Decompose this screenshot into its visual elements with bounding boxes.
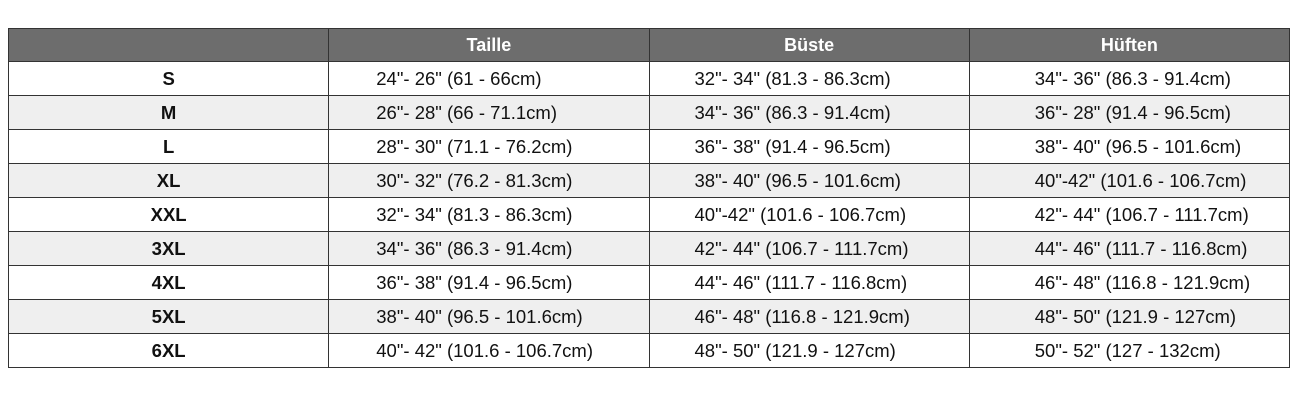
huften-cell: 36"- 28" (91.4 - 96.5cm)	[968, 95, 1291, 130]
size-cell: L	[7, 129, 330, 164]
huften-cell: 48"- 50" (121.9 - 127cm)	[968, 299, 1291, 334]
taille-cell: 28"- 30" (71.1 - 76.2cm)	[328, 129, 650, 164]
buste-cell: 44"- 46" (111.7 - 116.8cm)	[648, 265, 970, 300]
table-row: XL 30"- 32" (76.2 - 81.3cm) 38"- 40" (96.5…	[7, 163, 1291, 198]
huften-cell: 44"- 46" (111.7 - 116.8cm)	[968, 231, 1291, 266]
huften-cell: 50"- 52" (127 - 132cm)	[968, 333, 1291, 368]
taille-cell: 32"- 34" (81.3 - 86.3cm)	[328, 197, 650, 232]
size-chart-table: Taille Büste Hüften S 24"- 26" (61 - 66cm…	[7, 28, 1291, 368]
buste-cell: 36"- 38" (91.4 - 96.5cm)	[648, 129, 970, 164]
taille-cell: 40"- 42" (101.6 - 106.7cm)	[328, 333, 650, 368]
header-buste: Büste	[648, 28, 970, 62]
table-row: XXL 32"- 34" (81.3 - 86.3cm) 40"-42" (101.…	[7, 197, 1291, 232]
taille-cell: 26"- 28" (66 - 71.1cm)	[328, 95, 650, 130]
buste-cell: 38"- 40" (96.5 - 101.6cm)	[648, 163, 970, 198]
taille-cell: 34"- 36" (86.3 - 91.4cm)	[328, 231, 650, 266]
taille-cell: 24"- 26" (61 - 66cm)	[328, 61, 650, 96]
table-row: 6XL 40"- 42" (101.6 - 106.7cm) 48"- 50" (1…	[7, 333, 1291, 368]
taille-cell: 30"- 32" (76.2 - 81.3cm)	[328, 163, 650, 198]
buste-cell: 48"- 50" (121.9 - 127cm)	[648, 333, 970, 368]
size-cell: 6XL	[7, 333, 330, 368]
huften-cell: 34"- 36" (86.3 - 91.4cm)	[968, 61, 1291, 96]
buste-cell: 42"- 44" (106.7 - 111.7cm)	[648, 231, 970, 266]
size-cell: 4XL	[7, 265, 330, 300]
huften-cell: 46"- 48" (116.8 - 121.9cm)	[968, 265, 1291, 300]
table-row: 3XL 34"- 36" (86.3 - 91.4cm) 42"- 44" (106…	[7, 231, 1291, 266]
size-cell: M	[7, 95, 330, 130]
size-cell: XXL	[7, 197, 330, 232]
size-cell: 3XL	[7, 231, 330, 266]
huften-cell: 38"- 40" (96.5 - 101.6cm)	[968, 129, 1291, 164]
header-huften: Hüften	[968, 28, 1291, 62]
table-row: 4XL 36"- 38" (91.4 - 96.5cm) 44"- 46" (111…	[7, 265, 1291, 300]
taille-cell: 36"- 38" (91.4 - 96.5cm)	[328, 265, 650, 300]
size-cell: 5XL	[7, 299, 330, 334]
huften-cell: 40"-42" (101.6 - 106.7cm)	[968, 163, 1291, 198]
buste-cell: 46"- 48" (116.8 - 121.9cm)	[648, 299, 970, 334]
table-row: M 26"- 28" (66 - 71.1cm) 34"- 36" (86.3 - …	[7, 95, 1291, 130]
header-size	[7, 28, 330, 62]
header-row: Taille Büste Hüften	[7, 28, 1291, 62]
header-taille: Taille	[328, 28, 650, 62]
huften-cell: 42"- 44" (106.7 - 111.7cm)	[968, 197, 1291, 232]
taille-cell: 38"- 40" (96.5 - 101.6cm)	[328, 299, 650, 334]
table-row: L 28"- 30" (71.1 - 76.2cm) 36"- 38" (91.4 …	[7, 129, 1291, 164]
buste-cell: 34"- 36" (86.3 - 91.4cm)	[648, 95, 970, 130]
size-cell: S	[7, 61, 330, 96]
buste-cell: 32"- 34" (81.3 - 86.3cm)	[648, 61, 970, 96]
buste-cell: 40"-42" (101.6 - 106.7cm)	[648, 197, 970, 232]
table-row: S 24"- 26" (61 - 66cm) 32"- 34" (81.3 - 86…	[7, 61, 1291, 96]
table-row: 5XL 38"- 40" (96.5 - 101.6cm) 46"- 48" (11…	[7, 299, 1291, 334]
size-cell: XL	[7, 163, 330, 198]
